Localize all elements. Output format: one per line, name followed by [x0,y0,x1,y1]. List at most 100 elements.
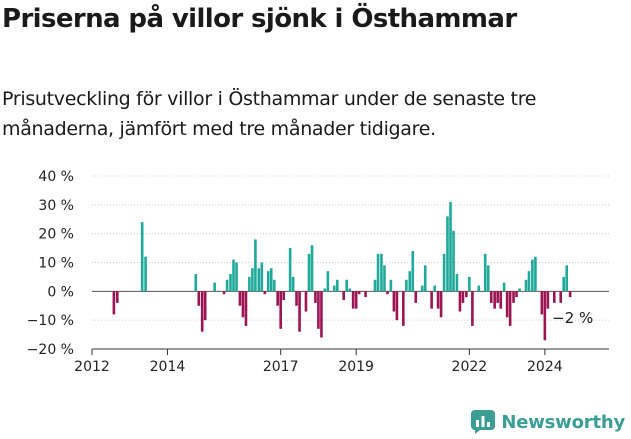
x-tick-label: 2024 [527,359,563,375]
bar [461,291,465,303]
y-tick-labels: −20 % −10 % 0 % 10 % 20 % 30 % 40 % [27,169,74,358]
bar [376,253,380,292]
brand-logo: Newsworthy [471,410,625,434]
bar [568,291,572,298]
bar [200,291,204,332]
bar [408,271,412,292]
bar [225,279,229,292]
bar [512,291,515,303]
bar [317,291,320,329]
bar-chart: −20 %−10 %0 %10 %20 %30 %40 % 2012 2014 20… [27,169,609,375]
bar [395,291,399,321]
bar [446,216,449,292]
bar [442,253,446,292]
bar [411,250,415,292]
bar [194,274,198,292]
bar [115,291,119,303]
bar [295,291,298,306]
bar [534,256,537,292]
bar [565,265,569,292]
bar [531,259,534,292]
y-tick-label: 0 % [47,284,74,300]
bar [291,276,295,292]
bar [386,291,389,295]
bar [203,291,207,321]
bar [257,268,261,292]
bar [351,291,355,309]
bar [314,291,317,303]
bar [449,201,452,292]
bar [455,274,459,292]
x-ticks: 2012 2014 2017 2019 2022 2024 [74,349,563,375]
bar [471,291,474,326]
bar [197,291,201,306]
bar [524,279,528,292]
bar [248,276,251,292]
bar [144,256,147,292]
bar [373,279,377,292]
bar [433,285,436,292]
y-tick-label: −20 % [27,342,74,358]
bar [307,253,311,292]
bar [458,291,462,312]
bar [527,271,531,292]
y-tick-label: 10 % [38,256,74,272]
bar [320,291,323,338]
bar [402,291,405,326]
bar [486,265,490,292]
bar [392,291,396,312]
bar [326,271,330,292]
bar [423,265,427,292]
bar [254,239,257,292]
bar [229,274,232,292]
bar [269,268,273,292]
bar [436,291,440,309]
bar [213,282,216,292]
bar [493,291,496,309]
bar [414,291,418,303]
last-value-label: −2 % [552,309,593,327]
page-subtitle: Prisutveckling för villor i Östhammar un… [2,88,537,140]
y-tick-label: 40 % [38,169,74,185]
bar [562,276,566,292]
x-tick-label: 2012 [74,359,110,375]
bar [499,291,502,309]
bar [518,288,521,292]
newsworthy-logo-icon [471,410,496,434]
y-tick-label: 20 % [38,227,74,243]
bar [354,291,358,309]
bar [389,279,393,292]
x-tick-label: 2019 [338,359,374,375]
bar [502,282,506,292]
bar [357,291,361,295]
bar [288,248,292,292]
bar [496,291,499,303]
brand-name: Newsworthy [501,411,625,433]
bars [112,201,572,341]
y-tick-label: 30 % [38,198,74,214]
bar [304,291,308,312]
bar [276,291,279,306]
bar [241,291,245,318]
bar [310,245,314,292]
bar [540,291,544,315]
bar [383,265,386,292]
bar [380,253,383,292]
bar [439,291,443,318]
bar [546,291,550,309]
bar [332,285,336,292]
bar [323,288,327,292]
bar [348,288,352,292]
bar [452,230,455,292]
bar [112,291,116,315]
bar [140,222,144,292]
bar [222,291,226,295]
bar [279,291,282,329]
bar [489,291,493,303]
bar [505,291,509,318]
bar [298,291,301,332]
bar [430,291,433,309]
bar [483,253,487,292]
bar [364,291,367,298]
bar [235,262,238,292]
